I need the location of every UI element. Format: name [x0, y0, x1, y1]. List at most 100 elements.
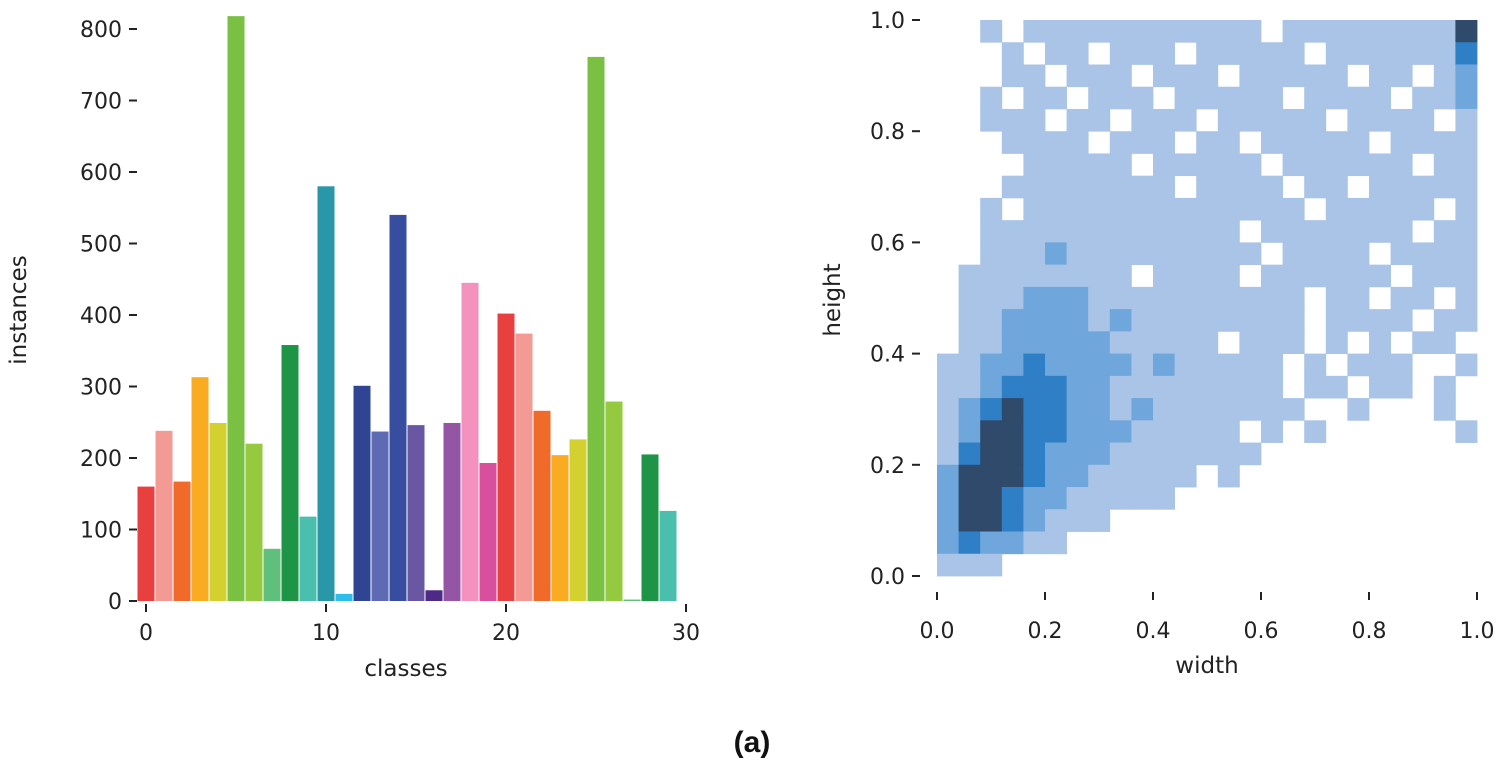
heatmap-cell — [980, 331, 1003, 354]
heatmap-cell — [1282, 42, 1305, 65]
heatmap-cell — [1066, 42, 1089, 65]
heatmap-cell — [1131, 220, 1154, 243]
heatmap-cell — [1066, 197, 1089, 221]
heatmap-cell — [1153, 108, 1175, 132]
heatmap-cell — [1066, 264, 1089, 288]
heatmap-cell — [1217, 197, 1240, 221]
heatmap-cell — [1196, 242, 1219, 266]
heatmap-cell — [958, 331, 981, 354]
heatmap-cell — [1023, 197, 1046, 221]
bar-class-16 — [425, 590, 443, 601]
heatmap-cell — [1433, 309, 1456, 332]
heatmap-cell — [1001, 242, 1024, 266]
heatmap-cell — [1390, 108, 1413, 132]
heatmap-cell — [1282, 197, 1305, 221]
heatmap-cell — [1066, 331, 1089, 354]
heatmap-cell — [1433, 153, 1456, 177]
heatmap-cell — [1261, 309, 1283, 332]
heatmap-cell — [1412, 197, 1435, 221]
heatmap-cell — [1282, 398, 1305, 421]
bar-class-15 — [407, 425, 425, 601]
heatmap-cell — [1282, 131, 1305, 154]
heatmap-cell — [1217, 20, 1240, 43]
heatmap-y-axis-label: height — [820, 263, 846, 336]
heatmap-cell — [1217, 242, 1240, 266]
heatmap-cell — [1196, 131, 1219, 154]
bar-class-11 — [335, 593, 353, 601]
heatmap-cell — [1412, 131, 1435, 154]
heatmap-cell — [1088, 242, 1111, 266]
heatmap-cell — [1261, 375, 1283, 399]
heatmap-cell — [1433, 375, 1456, 399]
heatmap-cell — [1282, 264, 1305, 288]
heatmap-cell — [1023, 86, 1046, 110]
heatmap-cell — [1131, 331, 1154, 354]
heatmap-cell — [1088, 286, 1111, 310]
heatmap-cell — [1023, 20, 1046, 43]
bar-class-2 — [173, 481, 191, 601]
heatmap-cell — [1239, 286, 1262, 310]
bar-class-18 — [461, 282, 479, 601]
heatmap-cell — [1433, 264, 1456, 288]
heatmap-cell — [1023, 242, 1046, 266]
heatmap-cell — [1347, 108, 1370, 132]
heatmap-cell — [1196, 153, 1219, 177]
heatmap-cell — [1217, 398, 1240, 421]
heatmap-cell — [1109, 375, 1132, 399]
heatmap-cell — [1239, 42, 1262, 65]
heatmap-cell — [1088, 197, 1111, 221]
heatmap-cell — [1131, 464, 1154, 488]
heatmap-cell — [1023, 531, 1046, 555]
heatmap-cell — [1109, 64, 1132, 88]
heatmap-cell — [1109, 331, 1132, 354]
heatmap-cell — [1347, 286, 1370, 310]
heatmap-cell — [1455, 42, 1478, 65]
bar-class-6 — [245, 443, 263, 601]
heatmap-cell — [1001, 464, 1024, 488]
heatmap-cell — [1153, 286, 1175, 310]
heatmap-cell — [1412, 242, 1435, 266]
heatmap-cell — [1455, 20, 1478, 43]
heatmap-cell — [1239, 375, 1262, 399]
heatmap-cell — [937, 553, 959, 577]
heatmap-cell — [1023, 220, 1046, 243]
heatmap-cell — [1261, 286, 1283, 310]
heatmap-cell — [1109, 286, 1132, 310]
bar-class-17 — [443, 422, 461, 601]
heatmap-cell — [1390, 375, 1413, 399]
bar-class-9 — [299, 516, 317, 601]
heatmap-cell — [937, 398, 959, 421]
heatmap-cell — [1088, 175, 1111, 199]
heatmap-cell — [1217, 86, 1240, 110]
heatmap-cell — [1325, 309, 1348, 332]
figure-caption: (a) — [734, 726, 771, 759]
heatmap-cell — [1174, 420, 1197, 443]
heatmap-cell — [980, 242, 1003, 266]
heatmap-cell — [1174, 64, 1197, 88]
heatmap-cell — [1174, 398, 1197, 421]
heatmap-cell — [1304, 153, 1327, 177]
heatmap-cell — [1088, 153, 1111, 177]
heatmap-cell — [1045, 375, 1067, 399]
heatmap-cell — [1001, 375, 1024, 399]
heatmap-cell — [1239, 309, 1262, 332]
heatmap-cell — [1239, 442, 1262, 466]
heatmap-cell — [1001, 264, 1024, 288]
heatmap-cell — [1001, 531, 1024, 555]
heatmap-cell — [1131, 131, 1154, 154]
heatmap-y-tick-label: 0.8 — [870, 120, 905, 145]
heatmap-cell — [1347, 309, 1370, 332]
heatmap-cell — [1088, 464, 1111, 488]
heatmap-cell — [1131, 442, 1154, 466]
heatmap-cell — [980, 420, 1003, 443]
heatmap-cell — [1239, 175, 1262, 199]
heatmap-cell — [1174, 464, 1197, 488]
heatmap-cell — [1217, 131, 1240, 154]
heatmap-cell — [1304, 353, 1327, 377]
heatmap-cell — [1066, 464, 1089, 488]
heatmap-cell — [1001, 353, 1024, 377]
heatmap-cell — [1196, 264, 1219, 288]
heatmap-cell — [1433, 398, 1456, 421]
heatmap-cell — [980, 531, 1003, 555]
heatmap-cell — [980, 264, 1003, 288]
